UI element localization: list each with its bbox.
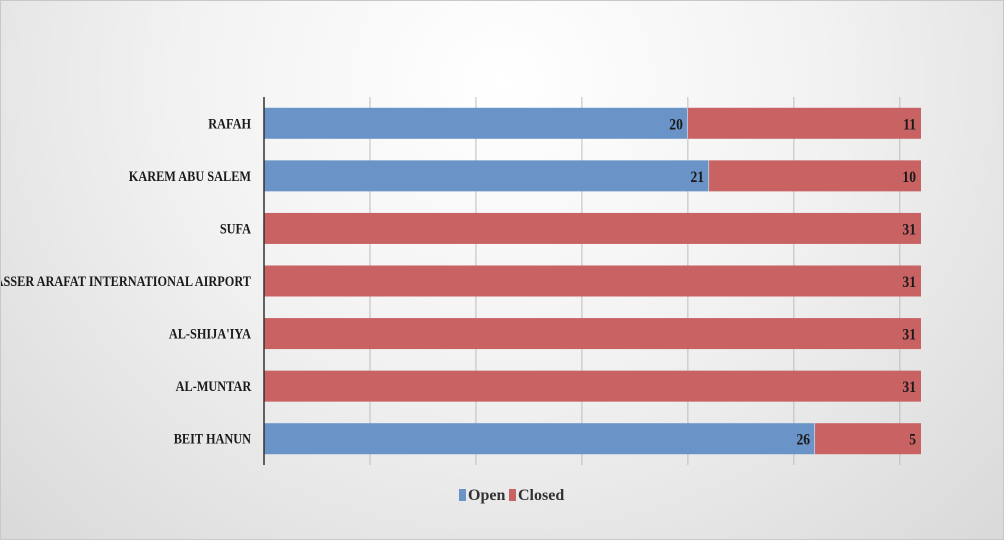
bar-closed <box>264 212 921 244</box>
bar-open <box>264 160 710 192</box>
legend-label-open: Open <box>468 487 505 504</box>
bar-closed <box>709 160 921 192</box>
data-label: 21 <box>690 169 704 186</box>
data-label: 31 <box>902 327 916 344</box>
bar-closed <box>815 423 921 455</box>
legend-swatch-closed <box>509 489 516 501</box>
bar-open <box>264 423 816 455</box>
bar-open <box>264 107 688 139</box>
category-label: YASSER ARAFAT INTERNATIONAL AIRPORT <box>1 273 251 289</box>
bar-closed <box>264 318 921 350</box>
legend-label-closed: Closed <box>518 487 564 504</box>
bar-closed <box>687 107 921 139</box>
data-label: 5 <box>909 432 916 449</box>
category-label: AL-SHIJA'IYA <box>169 325 251 341</box>
category-label: BEIT HANUN <box>174 431 251 447</box>
data-label: 31 <box>902 221 916 238</box>
legend-swatch-open <box>459 489 466 501</box>
category-label: KAREM ABU SALEM <box>129 168 251 184</box>
data-label: 20 <box>669 116 683 133</box>
data-label: 10 <box>902 169 916 186</box>
data-label: 31 <box>902 379 916 396</box>
category-label: RAFAH <box>208 115 251 131</box>
data-label: 31 <box>902 274 916 291</box>
data-label: 11 <box>903 116 916 133</box>
data-label: 26 <box>796 432 810 449</box>
category-label: AL-MUNTAR <box>176 378 253 394</box>
bar-closed <box>264 370 921 402</box>
bar-closed <box>264 265 921 297</box>
category-label: SUFA <box>220 220 251 236</box>
